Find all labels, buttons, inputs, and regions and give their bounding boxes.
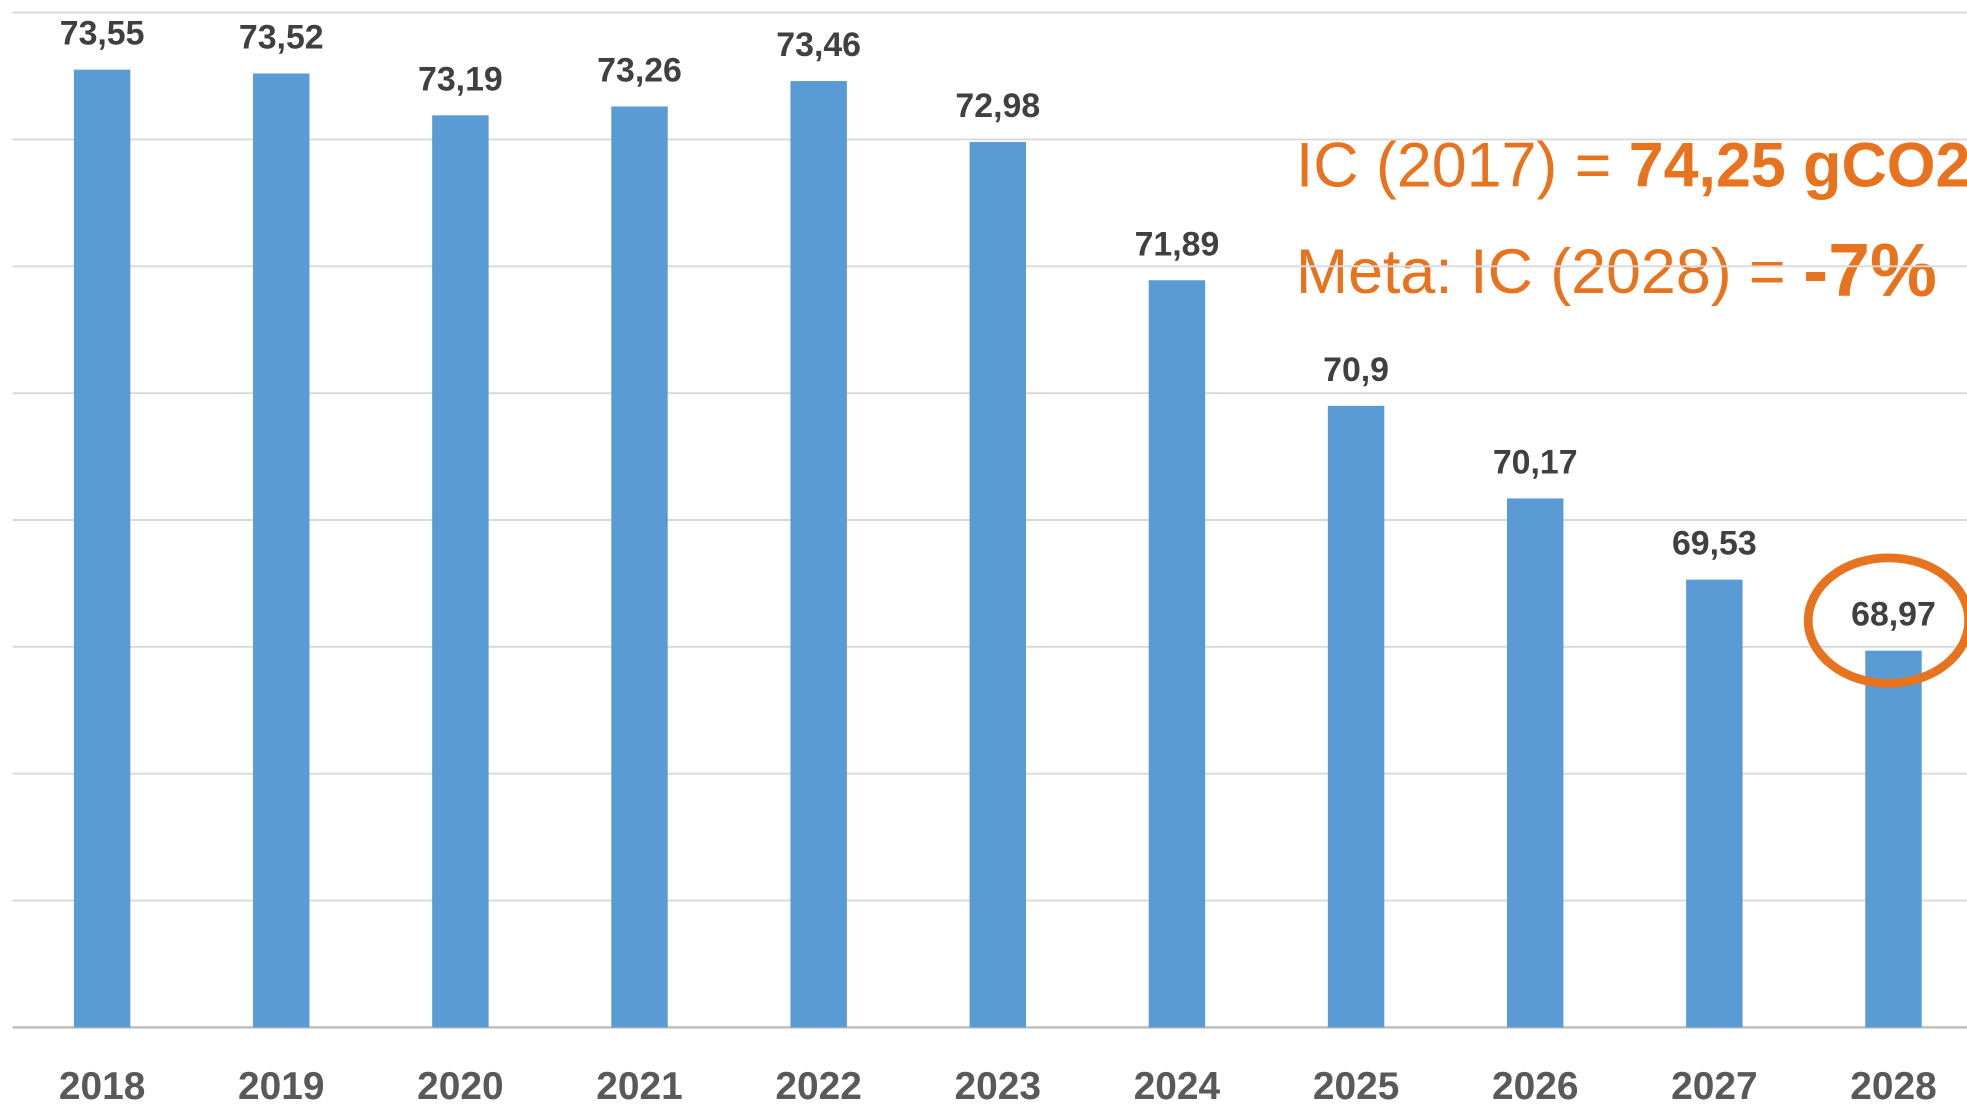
x-tick-label: 2021 [596,1065,682,1108]
x-tick-label: 2027 [1671,1065,1757,1108]
x-tick-label: 2025 [1313,1065,1399,1108]
value-label: 68,97 [1851,596,1936,634]
x-tick-label: 2028 [1850,1065,1936,1108]
x-tick-label: 2018 [59,1065,145,1108]
bar [1327,405,1385,1028]
x-tick-label: 2023 [955,1065,1041,1108]
value-label: 70,17 [1493,444,1578,482]
annotation-emphasis: -7% [1803,228,1937,312]
value-label: 70,9 [1323,351,1389,389]
x-tick-label: 2020 [417,1065,503,1108]
bar [969,141,1027,1028]
annotation: Meta: IC (2028) = -7% [1296,228,1937,312]
annotation-emphasis: 74,25 gCO2 [1629,130,1967,200]
annotation: IC (2017) = 74,25 gCO2 [1296,130,1967,200]
x-tick-label: 2019 [238,1065,324,1108]
bar [1148,280,1206,1028]
highlight-circle [1803,553,1967,688]
value-label: 71,89 [1135,225,1220,263]
x-tick-label: 2022 [775,1065,861,1108]
bar [1506,498,1564,1028]
value-label: 73,46 [776,26,861,64]
value-label: 73,26 [597,52,682,90]
bar [1865,650,1922,1028]
x-tick-label: 2026 [1492,1065,1578,1108]
bar [611,106,668,1028]
value-label: 73,55 [60,15,145,53]
bar [790,81,847,1028]
annotation-text: IC (2017) = [1296,130,1629,200]
x-tick-label: 2024 [1134,1065,1221,1108]
bar [432,115,489,1028]
bar [1686,579,1743,1028]
value-label: 69,53 [1672,525,1757,563]
bar [253,73,310,1028]
annotation-text: Meta: IC (2028) = [1296,237,1803,307]
value-label: 73,19 [418,60,503,98]
value-label: 73,52 [239,19,324,57]
bar [73,69,131,1028]
value-label: 72,98 [955,87,1040,125]
